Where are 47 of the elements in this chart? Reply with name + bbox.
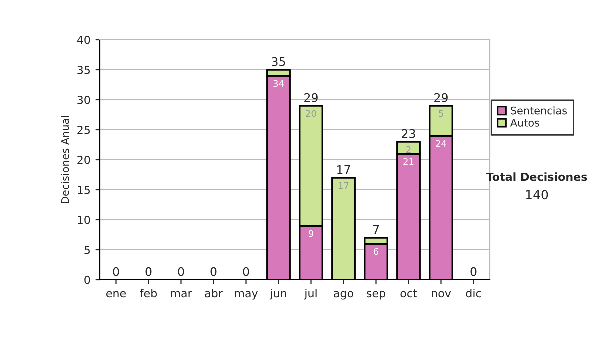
- total-label: 7: [373, 226, 379, 234]
- total-label: 29: [434, 93, 448, 102]
- y-tick-label: 25: [78, 126, 90, 134]
- x-tick-label: may: [235, 291, 258, 300]
- x-tick-label: ene: [106, 291, 126, 298]
- total-label: 23: [402, 129, 416, 138]
- total-label: 0: [146, 267, 152, 276]
- x-tick-label: jun: [270, 289, 286, 300]
- data-label: 21: [404, 158, 414, 166]
- data-label: 20: [306, 110, 316, 118]
- x-tick-label: jul: [304, 289, 317, 300]
- total-label: 17: [338, 166, 350, 174]
- y-tick-label: 15: [78, 186, 90, 194]
- data-label: 2: [406, 146, 411, 154]
- y-tick-label: 30: [78, 96, 90, 104]
- y-axis-title: Decisiones Anual: [61, 116, 70, 204]
- total-label: 0: [470, 267, 477, 276]
- total-label: 0: [243, 267, 250, 276]
- x-tick-label: mar: [171, 291, 192, 298]
- x-tick-label: nov: [432, 291, 452, 298]
- y-tick-label: 10: [78, 216, 90, 224]
- data-label: 34: [274, 80, 284, 88]
- x-tick-label: sep: [367, 291, 386, 300]
- text: 140: [526, 190, 548, 200]
- y-tick-label: 35: [78, 66, 90, 74]
- total-label: 0: [210, 267, 217, 276]
- x-tick-label: abr: [205, 289, 223, 298]
- y-tick-label: 40: [77, 36, 90, 44]
- x-tick-label: feb: [140, 289, 158, 298]
- data-label: 9: [308, 230, 314, 238]
- legend-label: Autos: [510, 119, 540, 127]
- total-label: 0: [178, 267, 184, 276]
- data-label: 5: [439, 110, 444, 118]
- data-label: 6: [374, 248, 379, 256]
- total-label: 0: [113, 267, 120, 276]
- annotation: Total Decisiones: [486, 172, 588, 182]
- y-tick-label: 5: [84, 246, 90, 254]
- data-label: 24: [436, 140, 446, 148]
- x-tick-label: oct: [400, 290, 418, 298]
- total-label: 29: [304, 93, 318, 102]
- y-tick-label: 0: [84, 276, 90, 284]
- data-label: 17: [339, 182, 349, 190]
- total-label: 35: [272, 57, 286, 66]
- legend-label: Sentencias: [511, 106, 568, 115]
- x-tick-label: ago: [334, 291, 354, 300]
- x-tick-label: dic: [466, 289, 482, 298]
- y-tick-label: 20: [78, 156, 90, 164]
